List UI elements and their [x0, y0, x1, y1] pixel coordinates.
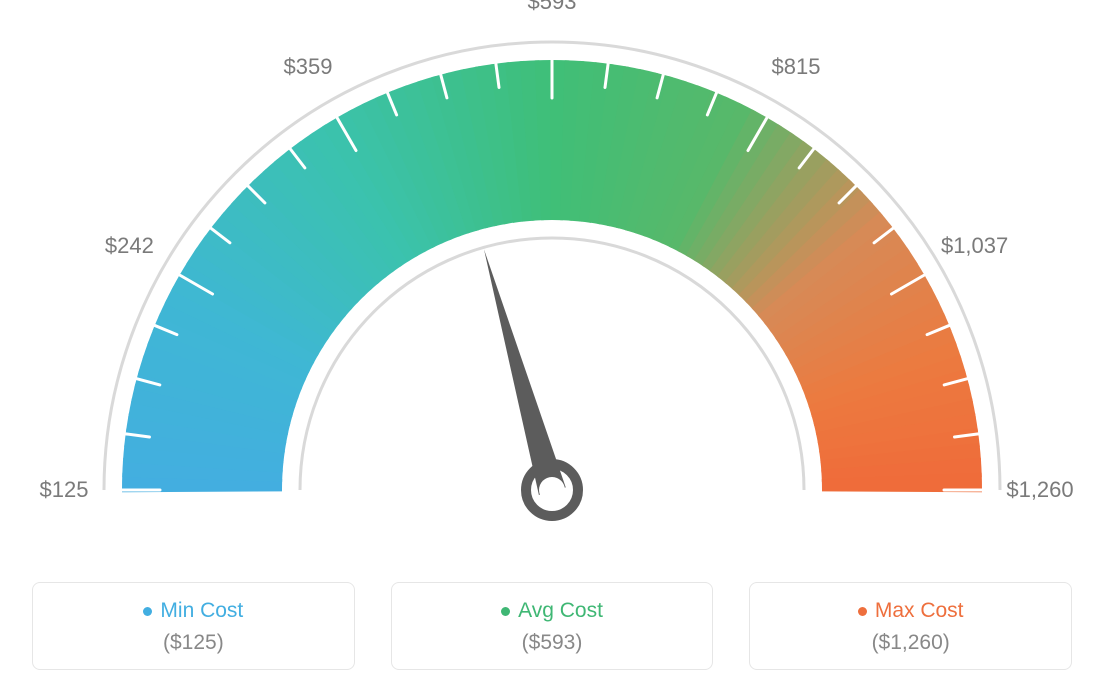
min-cost-title: Min Cost [143, 599, 243, 623]
gauge-tick-label: $1,037 [941, 233, 1008, 259]
legend-row: Min Cost ($125) Avg Cost ($593) Max Cost… [32, 582, 1072, 670]
gauge-tick-label: $359 [284, 54, 333, 80]
max-cost-title: Max Cost [858, 599, 964, 623]
gauge-chart: $125 $242 $359 $593 $815 $1,037 $1,260 [0, 0, 1104, 560]
avg-cost-title: Avg Cost [501, 599, 603, 623]
avg-cost-card: Avg Cost ($593) [391, 582, 714, 670]
dot-icon [858, 607, 867, 616]
gauge-svg [0, 0, 1104, 560]
gauge-tick-label: $242 [105, 233, 154, 259]
avg-cost-value: ($593) [402, 631, 703, 655]
gauge-tick-label: $125 [40, 477, 89, 503]
min-cost-card: Min Cost ($125) [32, 582, 355, 670]
gauge-tick-label: $1,260 [1006, 477, 1073, 503]
min-cost-label: Min Cost [160, 599, 243, 623]
max-cost-value: ($1,260) [760, 631, 1061, 655]
min-cost-value: ($125) [43, 631, 344, 655]
max-cost-card: Max Cost ($1,260) [749, 582, 1072, 670]
avg-cost-label: Avg Cost [518, 599, 603, 623]
gauge-tick-label: $815 [772, 54, 821, 80]
dot-icon [143, 607, 152, 616]
gauge-tick-label: $593 [528, 0, 577, 15]
dot-icon [501, 607, 510, 616]
max-cost-label: Max Cost [875, 599, 964, 623]
